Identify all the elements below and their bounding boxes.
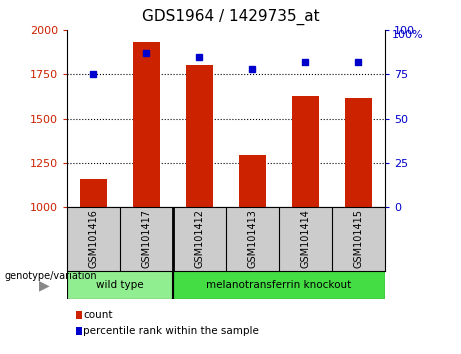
Text: GSM101415: GSM101415 — [354, 210, 363, 268]
Bar — [186, 65, 213, 207]
Bar — [133, 42, 160, 207]
Text: melanotransferrin knockout: melanotransferrin knockout — [206, 280, 352, 290]
Bar — [292, 96, 319, 207]
Bar — [173, 271, 385, 299]
Text: ▶: ▶ — [39, 278, 50, 292]
Text: GSM101412: GSM101412 — [195, 210, 204, 268]
Text: genotype/variation: genotype/variation — [5, 271, 97, 281]
Text: wild type: wild type — [96, 280, 144, 290]
Text: GSM101417: GSM101417 — [142, 210, 151, 268]
Text: GDS1964 / 1429735_at: GDS1964 / 1429735_at — [142, 9, 319, 25]
Bar — [239, 155, 266, 207]
Bar — [80, 179, 106, 207]
Text: count: count — [83, 310, 112, 320]
Text: 100%: 100% — [392, 30, 424, 40]
Bar — [345, 98, 372, 207]
Bar — [67, 271, 173, 299]
Text: GSM101413: GSM101413 — [248, 210, 257, 268]
Text: GSM101416: GSM101416 — [89, 210, 98, 268]
Text: GSM101414: GSM101414 — [301, 210, 310, 268]
Text: percentile rank within the sample: percentile rank within the sample — [83, 326, 259, 336]
